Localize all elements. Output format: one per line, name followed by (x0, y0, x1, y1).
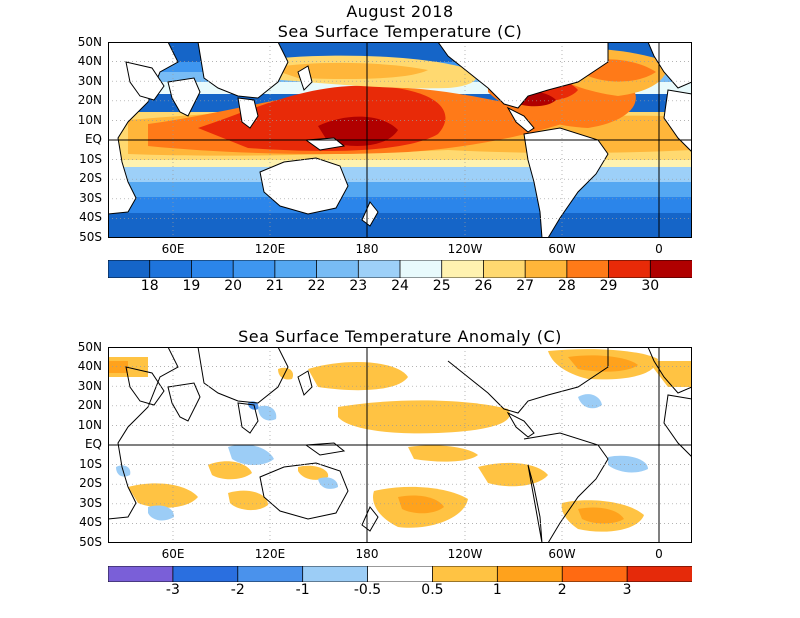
anomaly-lat-label: 50N (77, 340, 102, 354)
anomaly-colorbar-swatch (367, 566, 434, 582)
anomaly-lat-label: 10N (77, 418, 102, 432)
sst-lon-label: 60W (548, 242, 576, 256)
sst-colorbar-tick-label: 23 (349, 278, 368, 294)
sst-lat-label: 40S (79, 210, 102, 224)
sst-lat-label: EQ (84, 132, 102, 146)
sst-lat-label: 30N (77, 74, 102, 88)
sst-colorbar-swatch (149, 260, 193, 278)
anomaly-colorbar-swatch (302, 566, 369, 582)
anomaly-title: Sea Surface Temperature Anomaly (C) (238, 327, 562, 346)
sst-colorbar-tick-label: 25 (432, 278, 451, 294)
anomaly-colorbar-swatch (237, 566, 304, 582)
anomaly-colorbar-swatch (172, 566, 239, 582)
anomaly-colorbar-swatch (561, 566, 629, 582)
anomaly-lon-label: 60W (548, 547, 576, 561)
sst-colorbar-swatch (357, 260, 401, 278)
anomaly-colorbar-swatch (496, 566, 564, 582)
anomaly-lat-label: 30N (77, 379, 102, 393)
sst-colorbar-swatch (649, 260, 692, 278)
anomaly-lat-label: 20S (79, 476, 102, 490)
sst-lat-label: 20S (79, 171, 102, 185)
sst-lon-label: 120W (447, 242, 483, 256)
sst-colorbar-tick-label: 21 (265, 278, 284, 294)
anomaly-lon-label: 0 (655, 547, 663, 561)
sst-colorbar-swatch (108, 260, 151, 278)
anomaly-colorbar (108, 566, 692, 582)
sst-colorbar-tick-label: 27 (516, 278, 535, 294)
sst-lon-label: 120E (254, 242, 286, 256)
sst-lon-label: 180 (355, 242, 379, 256)
anomaly-lat-label: 10S (79, 457, 102, 471)
anomaly-lat-label: 40S (79, 515, 102, 529)
sst-lat-label: 10S (79, 152, 102, 166)
sst-colorbar-swatch (483, 260, 527, 278)
sst-colorbar-swatch (399, 260, 443, 278)
sst-colorbar-swatch (191, 260, 235, 278)
anomaly-lon-label: 120W (447, 547, 483, 561)
sst-colorbar (108, 260, 692, 278)
anomaly-lat-label: EQ (84, 437, 102, 451)
anomaly-colorbar-swatch (108, 566, 174, 582)
anomaly-lat-label: 40N (77, 359, 102, 373)
sst-colorbar-swatch (316, 260, 360, 278)
sst-colorbar-tick-label: 18 (140, 278, 159, 294)
sst-colorbar-swatch (608, 260, 652, 278)
anomaly-colorbar-tick-label: -0.5 (353, 582, 382, 598)
sst-lon-label: 0 (655, 242, 663, 256)
anomaly-lon-label: 180 (355, 547, 379, 561)
sst-lon-label: 60E (161, 242, 185, 256)
sst-colorbar-swatch (274, 260, 318, 278)
anomaly-lat-label: 20N (77, 398, 102, 412)
sst-title: Sea Surface Temperature (C) (277, 22, 523, 41)
anomaly-lon-label: 120E (254, 547, 286, 561)
anomaly-lon-label: 60E (161, 547, 185, 561)
sst-colorbar-tick-label: 20 (224, 278, 243, 294)
sst-colorbar-swatch (232, 260, 276, 278)
sst-colorbar-swatch (441, 260, 485, 278)
anomaly-colorbar-tick-label: -2 (230, 582, 245, 598)
sst-colorbar-swatch (524, 260, 568, 278)
main-title: August 2018 (346, 2, 454, 21)
anomaly-lat-label: 30S (79, 496, 102, 510)
sst-lat-label: 10N (77, 113, 102, 127)
anomaly-colorbar-tick-label: 2 (557, 582, 567, 598)
sst-colorbar-tick-label: 26 (474, 278, 493, 294)
sst-colorbar-tick-label: 19 (182, 278, 201, 294)
anomaly-colorbar-tick-label: 1 (492, 582, 502, 598)
sst-lat-label: 20N (77, 93, 102, 107)
sst-colorbar-swatch (566, 260, 610, 278)
sst-colorbar-tick-label: 29 (599, 278, 618, 294)
anomaly-lat-label: 50S (79, 535, 102, 549)
sst-lat-label: 50N (77, 35, 102, 49)
sst-colorbar-tick-label: 30 (641, 278, 660, 294)
anomaly-colorbar-tick-label: 0.5 (421, 582, 444, 598)
anomaly-map (108, 347, 692, 543)
anomaly-colorbar-swatch (626, 566, 692, 582)
sst-colorbar-tick-label: 28 (557, 278, 576, 294)
sst-colorbar-tick-label: 24 (391, 278, 409, 294)
sst-map (108, 42, 692, 238)
anomaly-colorbar-tick-label: -1 (295, 582, 310, 598)
sst-lat-label: 50S (79, 230, 102, 244)
anomaly-colorbar-tick-label: -3 (165, 582, 180, 598)
sst-colorbar-tick-label: 22 (307, 278, 326, 294)
anomaly-colorbar-tick-label: 3 (622, 582, 632, 598)
sst-lat-label: 30S (79, 191, 102, 205)
anomaly-colorbar-swatch (432, 566, 499, 582)
sst-lat-label: 40N (77, 54, 102, 68)
